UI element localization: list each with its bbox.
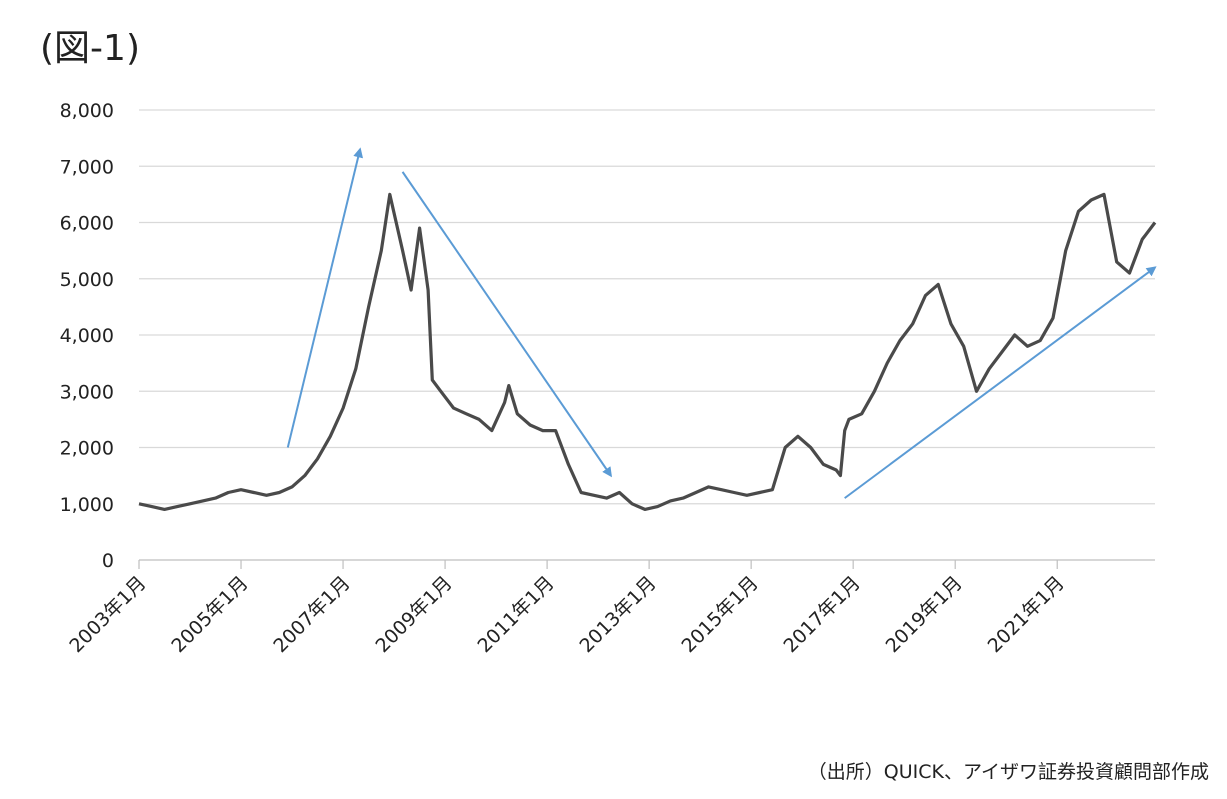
trend-arrow bbox=[401, 171, 612, 478]
x-tick-label: 2009年1月 bbox=[371, 572, 456, 657]
trend-arrow bbox=[286, 147, 364, 448]
chart-title: (図-1) bbox=[40, 28, 140, 69]
y-axis: 0 1,000 2,000 3,000 4,000 5,000 6,000 7,000 8,00… bbox=[60, 100, 114, 572]
x-tick-label: 2007年1月 bbox=[269, 572, 354, 657]
y-tick-label: 4,000 bbox=[60, 325, 114, 347]
x-tick-label: 2013年1月 bbox=[575, 572, 660, 657]
series-line bbox=[138, 192, 1157, 511]
x-tick-label: 2005年1月 bbox=[167, 572, 252, 657]
y-tick-label: 2,000 bbox=[60, 438, 114, 460]
x-tick-label: 2003年1月 bbox=[65, 572, 150, 657]
grid-lines bbox=[139, 109, 1155, 561]
y-tick-label: 1,000 bbox=[60, 494, 114, 516]
x-tick-label: 2011年1月 bbox=[473, 572, 558, 657]
source-note: （出所）QUICK、アイザワ証券投資顧問部作成 bbox=[808, 761, 1209, 783]
trend-arrows bbox=[286, 147, 1157, 499]
y-tick-label: 6,000 bbox=[60, 213, 114, 235]
y-tick-label: 5,000 bbox=[60, 269, 114, 291]
y-tick-label: 0 bbox=[102, 550, 114, 572]
x-tick-label: 2019年1月 bbox=[882, 572, 967, 657]
trend-arrow bbox=[844, 266, 1157, 499]
x-axis: 2003年1月 2005年1月 2007年1月 2009年1月 2011年1月 2013年… bbox=[65, 560, 1069, 657]
x-tick-label: 2017年1月 bbox=[780, 572, 865, 657]
y-tick-label: 8,000 bbox=[60, 100, 114, 122]
y-tick-label: 7,000 bbox=[60, 156, 114, 178]
x-tick-label: 2021年1月 bbox=[984, 572, 1069, 657]
series-group bbox=[138, 192, 1157, 511]
y-tick-label: 3,000 bbox=[60, 381, 114, 403]
x-tick-label: 2015年1月 bbox=[678, 572, 763, 657]
